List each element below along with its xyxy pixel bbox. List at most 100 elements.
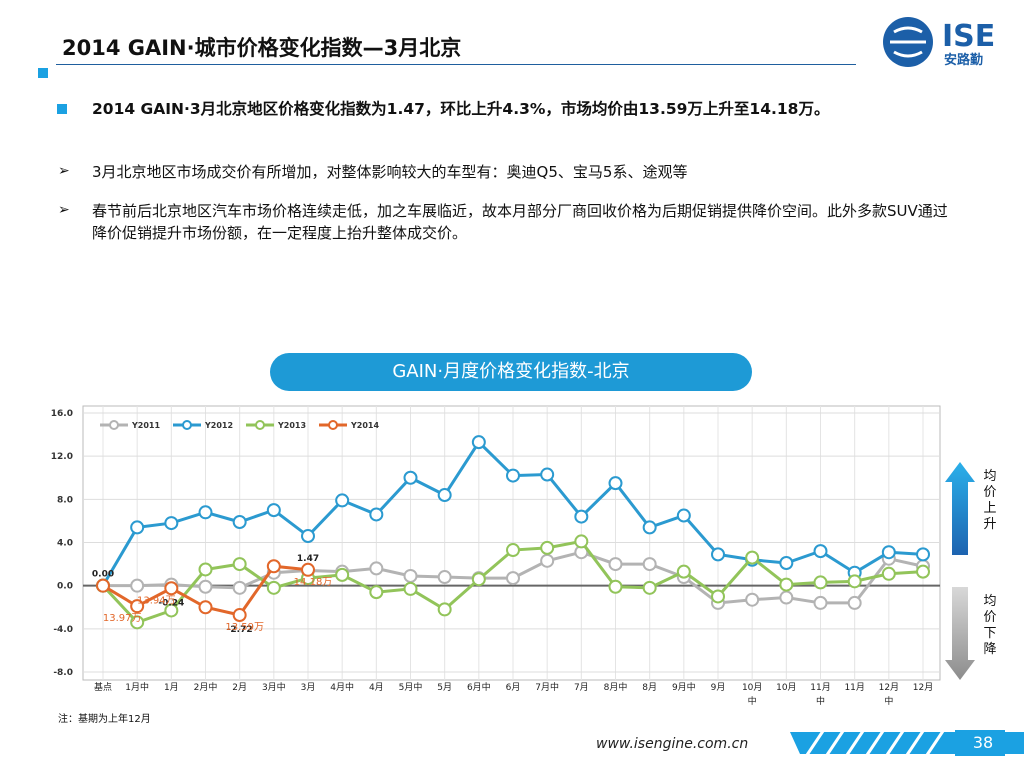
point xyxy=(847,574,862,589)
side-label-char: 上 xyxy=(983,501,996,516)
x-tick-label: 1月中 xyxy=(125,681,149,693)
x-tick-label: 7月 xyxy=(574,682,589,693)
point xyxy=(403,470,418,485)
page-box xyxy=(955,730,1005,756)
bullet-marker: ➢ xyxy=(58,202,70,218)
x-tick-label: 11月中 xyxy=(810,682,830,707)
point xyxy=(608,476,623,491)
point xyxy=(232,557,247,572)
point xyxy=(198,562,213,577)
side-label-char: 下 xyxy=(983,626,996,641)
logo-sub: 安路勤 xyxy=(944,52,983,68)
point xyxy=(437,602,452,617)
x-tick-label: 8月中 xyxy=(604,681,628,693)
y-tick-label: 8.0 xyxy=(57,495,73,505)
point xyxy=(335,567,350,582)
point xyxy=(130,578,145,593)
chart: 16.0 12.0 8.0 4.0 0.0 -4.0 -8.0 基点 1月中 1月 2月中 2月 3月中… xyxy=(51,405,997,707)
point xyxy=(813,575,828,590)
bullet-marker xyxy=(57,104,67,114)
x-tick-label-part: 中 xyxy=(748,695,757,707)
data-label: 1.47 xyxy=(297,554,319,564)
point xyxy=(266,503,281,518)
x-tick-label: 6月中 xyxy=(467,681,491,693)
point xyxy=(574,509,589,524)
legend-label: Y2012 xyxy=(204,421,233,430)
point xyxy=(266,559,281,574)
point xyxy=(96,578,110,593)
x-tick-label-part: 11月 xyxy=(810,682,830,693)
point xyxy=(779,577,794,592)
point xyxy=(881,545,896,560)
x-tick-label: 10月中 xyxy=(742,682,762,707)
point xyxy=(301,529,315,544)
data-label: -2.72 xyxy=(227,625,253,635)
annotation: 13.59万 xyxy=(225,622,264,633)
x-tick-label: 10月 xyxy=(776,682,796,693)
bullet-marker: ➢ xyxy=(58,163,70,179)
point xyxy=(198,600,213,615)
x-tick-label: 9月中 xyxy=(672,681,696,693)
x-tick-label: 2月 xyxy=(232,682,247,693)
y-tick-label: 16.0 xyxy=(51,409,73,419)
point xyxy=(369,561,384,576)
data-label: 0.00 xyxy=(92,570,114,580)
x-tick-label: 5月中 xyxy=(399,681,423,693)
point xyxy=(403,568,418,583)
x-tick-label: 7月中 xyxy=(535,681,559,693)
x-tick-label-part: 中 xyxy=(816,695,825,707)
y-tick-label: -4.0 xyxy=(53,625,73,635)
logo: ISE 安路勤 xyxy=(883,17,995,68)
legend-marker xyxy=(328,420,338,430)
x-tick-label: 12月 xyxy=(913,682,933,693)
point xyxy=(881,566,896,581)
title-marker xyxy=(38,68,48,78)
point xyxy=(779,556,794,571)
point xyxy=(266,580,281,595)
point xyxy=(745,550,760,565)
point xyxy=(369,507,384,522)
x-tick-label-part: 中 xyxy=(884,695,893,707)
point xyxy=(642,520,657,535)
y-tick-label: -8.0 xyxy=(53,668,73,678)
logo-text: ISE xyxy=(942,19,995,54)
footer: 38 xyxy=(790,728,1024,759)
down-arrow xyxy=(945,587,975,680)
y-tick-label: 12.0 xyxy=(51,452,73,462)
point xyxy=(540,540,555,555)
side-label-char: 价 xyxy=(983,610,996,625)
point xyxy=(471,435,486,450)
point xyxy=(506,543,520,558)
data-label: -0.24 xyxy=(158,598,184,608)
side-label: 均价下降 xyxy=(983,594,996,657)
side-label-char: 均 xyxy=(983,469,996,484)
point xyxy=(164,603,179,618)
legend-marker xyxy=(255,420,265,430)
side-label-char: 升 xyxy=(983,517,996,532)
side-label-char: 均 xyxy=(983,594,996,609)
legend-label: Y2013 xyxy=(277,421,306,430)
x-tick-label: 4月 xyxy=(369,682,384,693)
point xyxy=(506,571,520,586)
x-tick-label-part: 12月 xyxy=(879,682,899,693)
point xyxy=(164,581,179,596)
annotation: 14.18万 xyxy=(294,577,333,588)
x-tick-label: 2月中 xyxy=(194,681,218,693)
point xyxy=(608,557,623,572)
point xyxy=(540,553,555,568)
point xyxy=(130,615,145,630)
point xyxy=(642,580,657,595)
side-label-char: 价 xyxy=(983,485,996,500)
point xyxy=(437,488,452,503)
point xyxy=(232,608,247,623)
point xyxy=(232,580,247,595)
point xyxy=(164,516,179,531)
legend-label: Y2011 xyxy=(131,421,160,430)
page-number: 38 xyxy=(973,733,993,752)
point xyxy=(711,589,725,604)
x-tick-label: 12月中 xyxy=(879,682,899,707)
point xyxy=(130,520,145,535)
point xyxy=(813,595,828,610)
bullet: 2014 GAIN·3月北京地区价格变化指数为1.47，环比上升4.3%，市场均… xyxy=(92,100,830,118)
